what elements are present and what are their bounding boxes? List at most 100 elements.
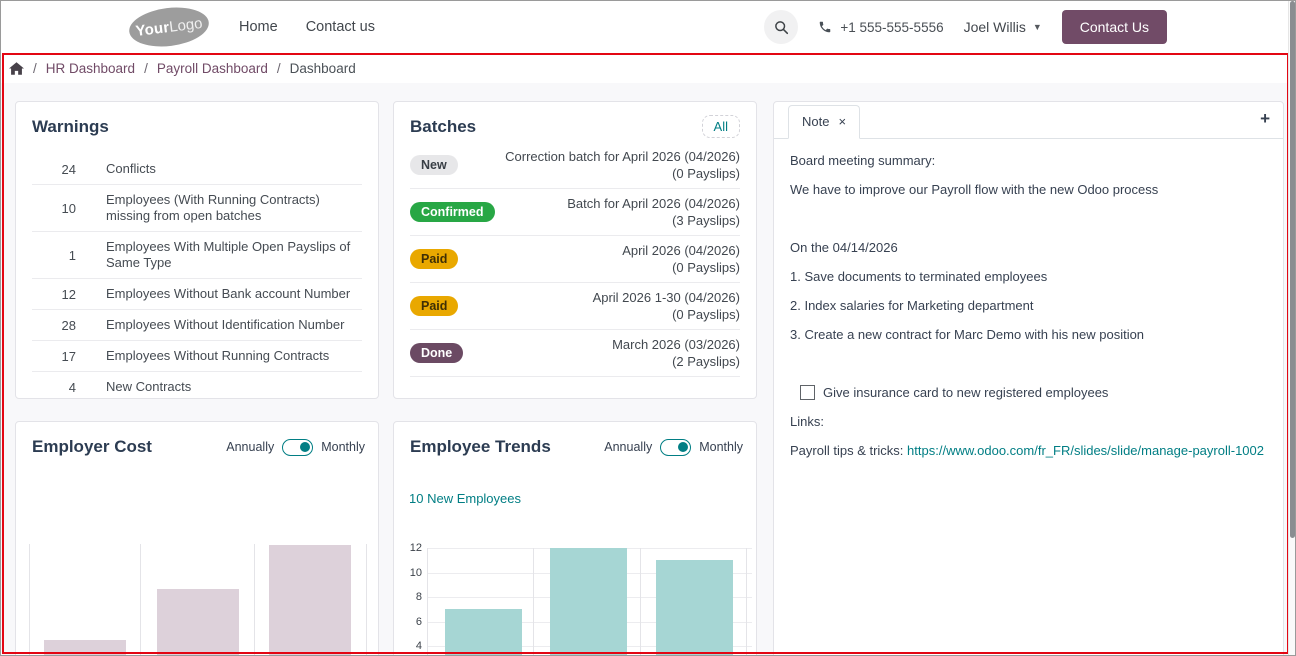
gridline-vertical xyxy=(533,548,534,655)
batch-row[interactable]: Done March 2026 (03/2026) (2 Payslips) xyxy=(410,330,740,377)
gridline-vertical xyxy=(254,544,255,655)
toggle-knob xyxy=(300,441,311,452)
add-tab-button[interactable]: + xyxy=(1260,109,1270,128)
warning-row[interactable]: 28 Employees Without Identification Numbe… xyxy=(32,310,362,341)
warning-row[interactable]: 12 Employees Without Bank account Number xyxy=(32,279,362,310)
employee-trends-bar[interactable] xyxy=(656,560,733,655)
batch-payslips-count: (3 Payslips) xyxy=(672,213,740,228)
new-employees-link[interactable]: 10 New Employees xyxy=(409,491,521,506)
batch-name: March 2026 (03/2026) xyxy=(612,337,740,352)
employer-cost-bar[interactable] xyxy=(44,639,126,655)
insurance-checkbox[interactable] xyxy=(800,385,815,400)
note-paragraphs: Board meeting summary: We have to improve… xyxy=(790,152,1267,372)
note-tabbar: Note × + xyxy=(774,102,1283,139)
toggle-label-annually[interactable]: Annually xyxy=(604,440,653,454)
y-axis-tick-label: 6 xyxy=(415,615,422,628)
batches-card: Batches All New Correction batch for Apri… xyxy=(393,101,757,399)
note-links-heading: Links: xyxy=(790,414,824,429)
breadcrumb-separator: / xyxy=(276,60,281,76)
note-paragraph: 2. Index salaries for Marketing departme… xyxy=(790,298,1034,313)
note-editor-body[interactable]: Board meeting summary: We have to improve… xyxy=(774,139,1283,484)
warning-row[interactable]: 17 Employees Without Running Contracts xyxy=(32,341,362,372)
batch-info: April 2026 (04/2026) (0 Payslips) xyxy=(622,242,740,276)
home-icon[interactable] xyxy=(9,61,24,75)
phone-icon xyxy=(820,21,831,33)
warning-row[interactable]: 1 Employees With Multiple Open Payslips o… xyxy=(32,232,362,279)
note-paragraph: 1. Save documents to terminated employee… xyxy=(790,269,1048,284)
batch-info: March 2026 (03/2026) (2 Payslips) xyxy=(612,336,740,370)
batch-row[interactable]: Paid April 2026 (04/2026) (0 Payslips) xyxy=(410,236,740,283)
page-scrollbar[interactable] xyxy=(1288,1,1295,655)
batch-info: Correction batch for April 2026 (04/2026… xyxy=(505,148,740,182)
nav-link-contact-us[interactable]: Contact us xyxy=(305,19,376,35)
note-tips-label: Payroll tips & tricks: xyxy=(790,443,904,458)
batch-name: Batch for April 2026 (04/2026) xyxy=(567,196,740,211)
toggle-label-monthly[interactable]: Monthly xyxy=(699,440,743,454)
note-paragraph xyxy=(790,210,1267,227)
warning-label: New Contracts xyxy=(106,379,192,394)
employer-cost-card: Employer Cost Annually Monthly xyxy=(15,421,379,655)
batch-row[interactable] xyxy=(410,377,740,398)
employer-cost-bar[interactable] xyxy=(269,545,351,655)
tab-note-label: Note xyxy=(802,114,830,129)
search-icon xyxy=(775,20,788,34)
note-paragraph: On the 04/14/2026 xyxy=(790,240,898,255)
warning-count: 24 xyxy=(61,161,76,177)
batches-filter-all-button[interactable]: All xyxy=(701,115,740,138)
employer-cost-bar[interactable] xyxy=(157,588,239,655)
phone-number: +1 555-555-5556 xyxy=(840,19,944,35)
payroll-tips-link[interactable]: https://www.odoo.com/fr_FR/slides/slide/… xyxy=(907,443,1264,458)
batch-row[interactable]: Paid April 2026 1-30 (04/2026) (0 Payslips… xyxy=(410,283,740,330)
period-toggle-switch[interactable] xyxy=(282,438,314,456)
user-menu[interactable]: Joel Willis ▼ xyxy=(964,19,1042,35)
toggle-label-monthly[interactable]: Monthly xyxy=(321,440,365,454)
logo-text-light: Logo xyxy=(168,14,204,36)
breadcrumb-payroll-dashboard[interactable]: Payroll Dashboard xyxy=(156,60,268,76)
period-toggle-switch[interactable] xyxy=(660,438,692,456)
toggle-label-annually[interactable]: Annually xyxy=(226,440,275,454)
gridline-vertical xyxy=(29,544,30,655)
tab-note[interactable]: Note × xyxy=(788,105,861,139)
employee-trends-bar[interactable] xyxy=(550,548,627,655)
batch-row[interactable]: Confirmed Batch for April 2026 (04/2026) (… xyxy=(410,189,740,236)
warning-label: Conflicts xyxy=(106,161,156,176)
note-paragraph: We have to improve our Payroll flow with… xyxy=(790,182,1159,197)
warning-count: 12 xyxy=(61,286,76,302)
breadcrumb-hr-dashboard[interactable]: HR Dashboard xyxy=(45,60,136,76)
toggle-knob xyxy=(678,441,689,452)
warning-label: Employees Without Running Contracts xyxy=(106,348,330,363)
employer-cost-period-toggle: Annually Monthly xyxy=(226,438,365,456)
employer-cost-chart xyxy=(16,422,378,655)
warning-row[interactable]: 10 Employees (With Running Contracts) mis… xyxy=(32,185,362,232)
phone-link[interactable]: +1 555-555-5556 xyxy=(818,19,944,35)
batch-status-badge: Done xyxy=(410,343,464,363)
note-paragraph: Board meeting summary: xyxy=(790,153,936,168)
user-name: Joel Willis xyxy=(963,19,1026,35)
batch-name: Correction batch for April 2026 (04/2026… xyxy=(505,149,740,164)
scrollbar-thumb[interactable] xyxy=(1290,1,1295,538)
nav-link-home[interactable]: Home xyxy=(239,19,278,35)
batch-row[interactable]: New Correction batch for April 2026 (04/2… xyxy=(410,142,740,189)
breadcrumb-separator: / xyxy=(144,60,148,76)
employee-trends-bar[interactable] xyxy=(445,609,522,655)
warning-row[interactable]: 24 Conflicts xyxy=(32,154,362,185)
warnings-list: 24 Conflicts 10 Employees (With Running Con… xyxy=(32,154,362,398)
top-navbar: Your Logo Home Contact us +1 555-555-5556… xyxy=(1,1,1295,53)
note-tips-line: Payroll tips & tricks: https://www.odoo.… xyxy=(790,442,1267,459)
search-button[interactable] xyxy=(764,10,799,44)
batch-payslips-count: (0 Payslips) xyxy=(672,166,740,181)
warning-label: Employees Without Identification Number xyxy=(106,317,345,332)
close-icon[interactable]: × xyxy=(838,114,847,129)
warning-count: 17 xyxy=(61,348,76,364)
note-panel: Note × + Board meeting summary: We have t… xyxy=(773,101,1284,655)
y-axis-tick-label: 8 xyxy=(415,591,422,603)
warning-row[interactable]: 4 New Contracts xyxy=(32,372,362,398)
employer-cost-title: Employer Cost xyxy=(32,437,152,456)
contact-us-button[interactable]: Contact Us xyxy=(1061,10,1167,44)
batch-status-badge: Confirmed xyxy=(410,202,495,222)
y-axis-tick-label: 10 xyxy=(409,566,422,579)
company-logo[interactable]: Your Logo xyxy=(126,3,212,51)
batch-name: April 2026 (04/2026) xyxy=(622,243,740,258)
chevron-down-icon: ▼ xyxy=(1032,21,1042,32)
